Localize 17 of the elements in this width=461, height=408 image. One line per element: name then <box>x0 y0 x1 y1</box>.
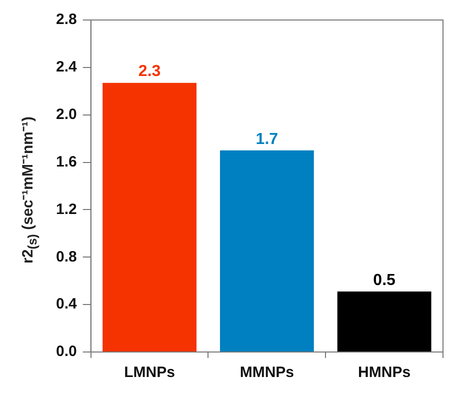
bar <box>102 82 196 352</box>
bar <box>220 150 314 352</box>
y-tick-label: 1.6 <box>56 153 77 170</box>
y-tick-label: 0.0 <box>56 343 77 360</box>
y-tick-label: 0.8 <box>56 248 77 266</box>
y-tick-label: 2.8 <box>56 11 77 28</box>
data-label: 0.5 <box>373 272 396 289</box>
data-label: 2.3 <box>138 63 161 80</box>
y-tick-label: 0.4 <box>56 296 78 313</box>
bar <box>337 292 432 352</box>
x-tick-label: HMNPs <box>358 364 411 382</box>
y-tick-label: 1.2 <box>56 200 77 218</box>
y-tick-label: 2.4 <box>56 58 78 76</box>
data-label: 1.7 <box>256 130 278 148</box>
x-tick-label: LMNPs <box>124 364 175 382</box>
x-tick-label: MMNPs <box>240 364 294 382</box>
y-tick-label: 2.0 <box>56 106 77 123</box>
